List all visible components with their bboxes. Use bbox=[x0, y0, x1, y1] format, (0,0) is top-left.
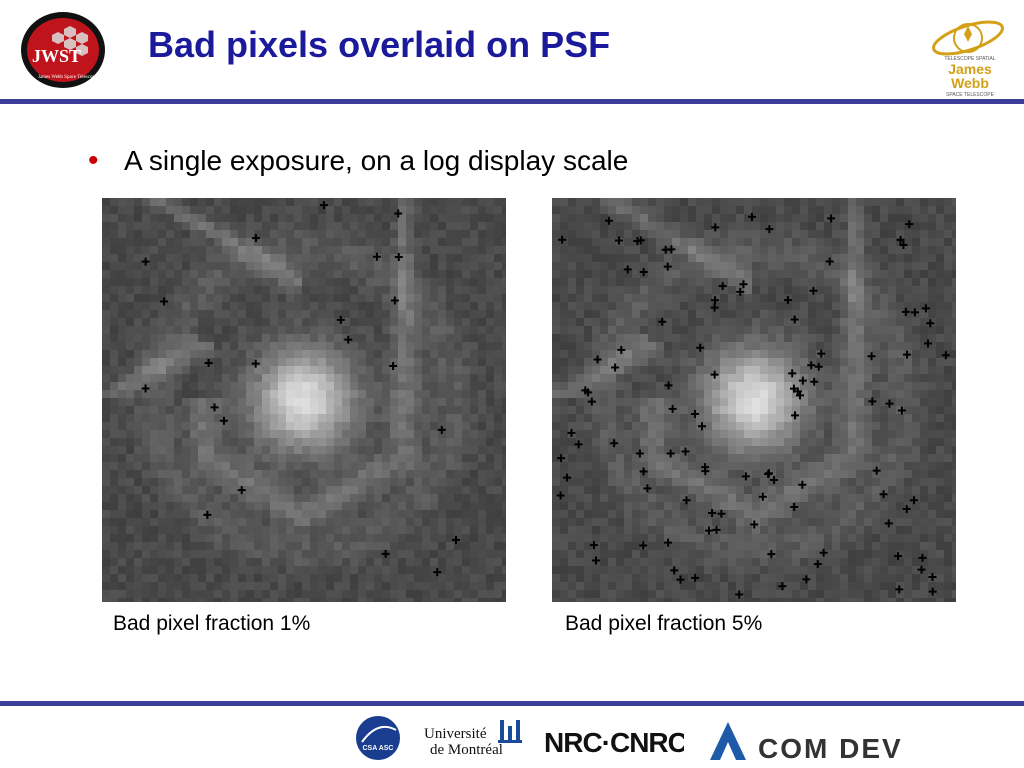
csa-logo: CSA ASC bbox=[356, 716, 400, 760]
jwst-logo-ring-text: James Webb Space Telescope bbox=[38, 75, 98, 80]
jwst-logo: JWST James Webb Space Telescope bbox=[21, 12, 105, 88]
psf-image-1pct bbox=[102, 198, 506, 602]
bullet-text: A single exposure, on a log display scal… bbox=[124, 145, 629, 176]
udem-logo: Université de Montréal bbox=[424, 720, 522, 758]
james-webb-line1: TELESCOPE SPATIAL bbox=[944, 56, 995, 62]
james-webb-line4: SPACE TELESCOPE bbox=[946, 92, 995, 98]
bullet-dot-icon: • bbox=[88, 144, 99, 177]
jwst-logo-text: JWST bbox=[32, 46, 81, 66]
james-webb-logo: TELESCOPE SPATIAL James Webb SPACE TELES… bbox=[932, 20, 1004, 98]
bullet-item: • A single exposure, on a log display sc… bbox=[88, 144, 628, 178]
nrc-cnrc-logo: NRC·CNRC bbox=[544, 727, 684, 758]
csa-logo-text: CSA ASC bbox=[363, 745, 394, 752]
james-webb-line2: James bbox=[948, 61, 992, 77]
caption-5pct: Bad pixel fraction 5% bbox=[565, 612, 763, 635]
nrc-logo-text: NRC·CNRC bbox=[544, 727, 684, 758]
com-dev-logo: COM DEV bbox=[710, 722, 903, 764]
header-rule bbox=[0, 99, 1024, 104]
footer-rule bbox=[0, 701, 1024, 706]
udem-line1: Université bbox=[424, 726, 487, 742]
udem-line2: de Montréal bbox=[430, 742, 503, 758]
page-title: Bad pixels overlaid on PSF bbox=[148, 24, 611, 65]
com-dev-logo-text: COM DEV bbox=[758, 733, 903, 764]
caption-1pct: Bad pixel fraction 1% bbox=[113, 612, 311, 635]
psf-image-5pct bbox=[552, 198, 956, 602]
james-webb-line3: Webb bbox=[951, 75, 989, 91]
